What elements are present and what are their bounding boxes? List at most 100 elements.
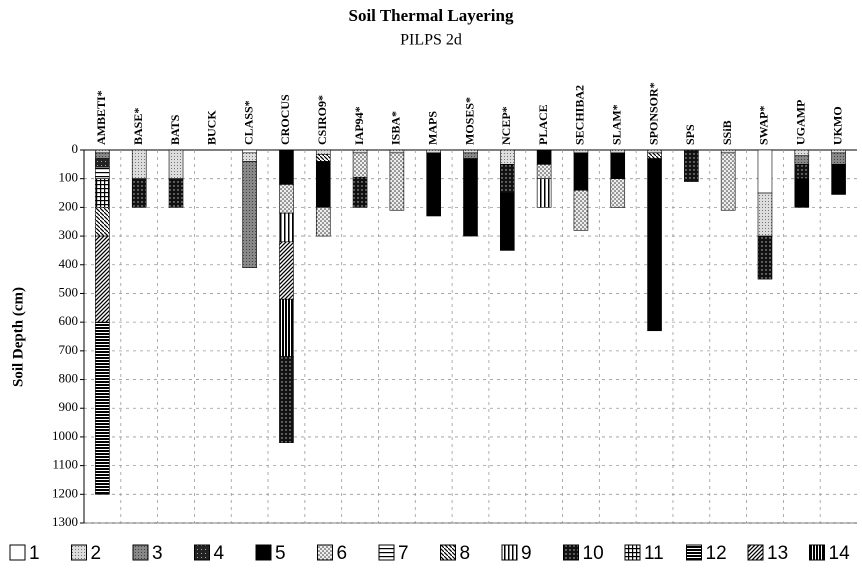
layer — [315, 154, 331, 162]
legend-label: 6 — [337, 543, 348, 564]
layer — [242, 161, 257, 268]
legend-label: 3 — [152, 543, 163, 564]
legend-label: 11 — [644, 543, 664, 564]
layer — [315, 161, 331, 208]
y-tick-label: 400 — [59, 256, 79, 271]
layer — [831, 149, 846, 154]
layer — [831, 164, 846, 195]
layer — [95, 158, 110, 168]
layer — [684, 149, 699, 182]
legend-swatch — [809, 544, 825, 561]
layer — [95, 166, 110, 179]
layer — [95, 149, 110, 154]
legend-label: 1 — [29, 543, 40, 564]
chart-title: Soil Thermal Layering — [349, 6, 514, 25]
legend-swatch — [317, 544, 333, 561]
layer — [573, 189, 589, 231]
layer — [831, 152, 846, 165]
layer — [315, 149, 331, 155]
layer — [536, 164, 552, 179]
layer — [794, 178, 810, 208]
layer — [536, 178, 552, 208]
legend-label: 8 — [460, 543, 471, 564]
layer — [757, 235, 773, 280]
layer — [95, 152, 110, 159]
legend-swatch — [255, 544, 272, 561]
layer — [426, 152, 441, 217]
layer — [720, 149, 736, 154]
legend-swatch — [440, 544, 456, 561]
legend-label: 7 — [398, 543, 409, 564]
x-tick-label: UKMO — [830, 106, 844, 145]
x-tick-label: CSIRO9* — [315, 95, 329, 145]
layer — [389, 152, 405, 211]
layer — [426, 149, 441, 154]
x-tick-label: AMBETI* — [94, 90, 108, 145]
legend-label: 9 — [521, 543, 532, 564]
x-tick-label: BATS — [168, 114, 182, 145]
layer — [463, 152, 478, 159]
x-tick-label: IAP94* — [352, 106, 366, 145]
layer — [279, 356, 294, 443]
layer — [794, 149, 810, 157]
layer — [95, 207, 110, 237]
x-tick-label: BASE* — [131, 108, 145, 145]
x-tick-label: CROCUS — [278, 94, 292, 145]
y-tick-label: 1200 — [52, 485, 78, 500]
y-tick-label: 500 — [59, 284, 79, 299]
layer — [242, 152, 257, 162]
x-tick-label: UGAMP — [794, 100, 808, 145]
legend-swatch — [501, 544, 518, 561]
layer — [463, 158, 478, 237]
x-tick-label: SPONSOR* — [646, 82, 660, 145]
layer — [279, 241, 294, 300]
x-tick-label: SECHIBA2 — [573, 85, 587, 145]
chart-subtitle: PILPS 2d — [400, 32, 462, 49]
x-tick-label: MAPS — [425, 111, 439, 145]
layer — [500, 192, 515, 251]
y-tick-label: 1300 — [52, 514, 78, 529]
y-tick-label: 100 — [59, 170, 79, 185]
x-tick-label: SSiB — [720, 120, 734, 145]
layer — [168, 178, 184, 208]
y-axis-title: Soil Depth (cm) — [10, 287, 26, 387]
x-tick-label: SPS — [683, 124, 697, 145]
x-tick-label: MOSES* — [462, 97, 476, 145]
legend-swatch — [194, 544, 210, 561]
layer — [647, 149, 662, 154]
layer — [242, 149, 257, 154]
layer — [463, 149, 478, 154]
legend-swatch — [563, 544, 579, 561]
layer — [279, 212, 294, 243]
layer — [573, 149, 589, 154]
layer — [95, 235, 110, 323]
legend-swatch — [686, 544, 702, 561]
x-tick-label: ISBA* — [389, 111, 403, 145]
legend-label: 2 — [91, 543, 102, 564]
legend-swatch — [624, 544, 641, 561]
layer — [610, 152, 626, 179]
layer — [610, 149, 626, 154]
legend-label: 10 — [583, 543, 604, 564]
layer — [647, 152, 662, 159]
layer — [131, 149, 147, 179]
layer — [610, 178, 626, 208]
y-tick-label: 0 — [72, 141, 79, 156]
legend-label: 14 — [829, 543, 851, 564]
legend-swatch — [71, 544, 87, 561]
x-tick-label: BUCK — [205, 110, 219, 145]
layer — [573, 152, 589, 191]
layer — [794, 164, 810, 179]
x-tick-label: SWAP* — [757, 106, 771, 145]
y-tick-label: 800 — [59, 371, 79, 386]
layer — [720, 152, 736, 211]
layer — [500, 164, 515, 194]
y-tick-label: 1000 — [52, 428, 78, 443]
legend-label: 4 — [214, 543, 225, 564]
layer — [389, 149, 405, 154]
y-tick-label: 900 — [59, 399, 79, 414]
layer — [352, 149, 368, 154]
x-tick-label: NCEP* — [499, 106, 513, 145]
layer — [279, 149, 294, 185]
layer — [352, 152, 368, 178]
